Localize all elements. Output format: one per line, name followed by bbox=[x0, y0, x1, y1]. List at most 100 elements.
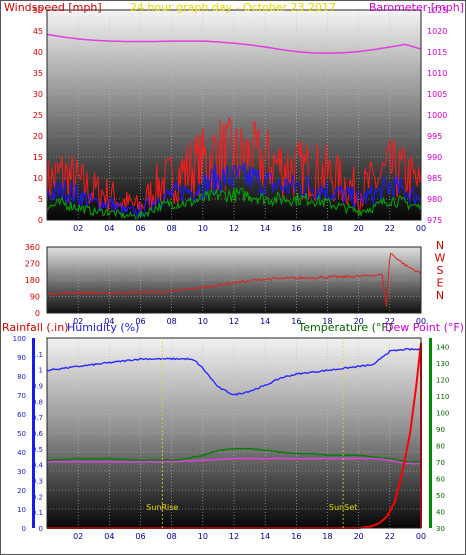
x-tick-label: 16 bbox=[291, 532, 301, 541]
rainfall-tick: 0.5 bbox=[32, 446, 43, 454]
rainfall-tick: 1.1 bbox=[32, 351, 43, 359]
compass-label: N bbox=[436, 289, 444, 302]
barometer-axis-title: Barometer [mph] bbox=[369, 1, 464, 14]
barometer-tick: 990 bbox=[427, 153, 442, 162]
series-rainfall bbox=[47, 342, 422, 529]
humidity-tick: 90 bbox=[17, 354, 26, 362]
humidity-tick: 70 bbox=[17, 392, 26, 400]
direction-x-tick-labels: 02 04 06 08 10 12 14 16 18 20 22 00 bbox=[73, 317, 426, 326]
sun-annotations: SunRise SunSet bbox=[146, 338, 357, 528]
series-humidity bbox=[46, 347, 422, 396]
series-wind-direction bbox=[46, 252, 422, 307]
x-tick-label: 06 bbox=[135, 317, 145, 326]
climate-plot-border bbox=[46, 337, 422, 529]
x-tick-label: 22 bbox=[385, 532, 395, 541]
x-tick-label: 18 bbox=[322, 224, 332, 233]
x-tick-label: 10 bbox=[198, 317, 208, 326]
barometer-tick: 980 bbox=[427, 195, 442, 204]
barometer-tick: 1005 bbox=[427, 90, 447, 99]
direction-degree-tick: 180 bbox=[25, 276, 40, 285]
series-windspeed-average bbox=[46, 162, 422, 218]
temperature-axis-title: Temperature (°F) bbox=[297, 321, 392, 334]
x-tick-label: 04 bbox=[104, 224, 114, 233]
windspeed-tick: 40 bbox=[33, 48, 43, 57]
temperature-tick: 120 bbox=[436, 376, 449, 384]
humidity-tick: 60 bbox=[17, 411, 26, 419]
x-tick-label: 20 bbox=[354, 532, 364, 541]
windspeed-tick: 35 bbox=[33, 69, 43, 78]
windspeed-axis-title: Windspeed [mph] bbox=[4, 1, 102, 14]
sun-annotation-label: SunRise bbox=[146, 503, 178, 512]
direction-degree-labels: 0 90 180 270 360 bbox=[25, 243, 40, 318]
direction-degree-tick: 90 bbox=[30, 293, 40, 302]
rainfall-tick: 0.6 bbox=[32, 430, 44, 438]
temperature-tick: 110 bbox=[436, 393, 449, 401]
windspeed-tick: 25 bbox=[33, 111, 43, 120]
x-tick-label: 12 bbox=[229, 317, 239, 326]
rainfall-axis-bar bbox=[32, 338, 35, 528]
humidity-tick: 20 bbox=[17, 487, 26, 495]
compass-label: W bbox=[435, 252, 446, 265]
wind-series bbox=[46, 33, 422, 220]
rainfall-axis-title: Rainfall (.in) bbox=[2, 321, 69, 334]
rainfall-tick: 0.4 bbox=[32, 462, 44, 470]
x-tick-label: 08 bbox=[167, 317, 177, 326]
windspeed-tick: 20 bbox=[33, 132, 43, 141]
windspeed-tick: 30 bbox=[33, 90, 43, 99]
windspeed-tick: 50 bbox=[33, 6, 43, 15]
x-tick-label: 08 bbox=[167, 532, 177, 541]
x-tick-label: 02 bbox=[73, 224, 83, 233]
barometer-tick: 1015 bbox=[427, 48, 447, 57]
temperature-tick: 60 bbox=[436, 475, 445, 483]
chart-title: 24 hour graph day - October 23 2017 bbox=[130, 1, 336, 14]
temperature-tick: 70 bbox=[436, 459, 445, 467]
direction-plot-border bbox=[46, 246, 422, 314]
humidity-tick-labels: 0 10 20 30 40 50 60 70 80 90 100 bbox=[13, 335, 26, 533]
compass-label: E bbox=[437, 277, 444, 290]
x-tick-label: 16 bbox=[291, 224, 301, 233]
humidity-tick: 0 bbox=[22, 525, 26, 533]
barometer-tick: 975 bbox=[427, 216, 442, 225]
direction-degree-tick: 0 bbox=[35, 309, 40, 318]
x-tick-label: 06 bbox=[135, 532, 145, 541]
x-tick-label: 08 bbox=[167, 224, 177, 233]
x-tick-label: 14 bbox=[260, 224, 270, 233]
x-tick-label: 02 bbox=[73, 317, 83, 326]
rainfall-tick: 0 bbox=[39, 525, 43, 533]
windspeed-tick: 15 bbox=[33, 153, 43, 162]
humidity-tick: 10 bbox=[17, 506, 26, 514]
rainfall-tick: 0.9 bbox=[32, 383, 43, 391]
windspeed-tick: 5 bbox=[38, 195, 43, 204]
x-tick-label: 00 bbox=[416, 532, 426, 541]
x-tick-label: 14 bbox=[260, 317, 270, 326]
compass-label: N bbox=[436, 239, 444, 252]
temperature-tick: 50 bbox=[436, 492, 445, 500]
x-tick-label: 00 bbox=[416, 317, 426, 326]
barometer-tick: 1025 bbox=[427, 6, 447, 15]
series-temperature bbox=[46, 447, 422, 463]
humidity-axis-title: Humidity (%) bbox=[67, 321, 139, 334]
barometer-tick: 995 bbox=[427, 132, 442, 141]
rainfall-tick: 0.2 bbox=[32, 493, 43, 501]
sun-annotation-label: SunSet bbox=[329, 503, 357, 512]
climate-series bbox=[46, 342, 422, 529]
wind-plot-border bbox=[46, 9, 422, 221]
humidity-tick: 30 bbox=[17, 468, 26, 476]
x-tick-label: 20 bbox=[354, 224, 364, 233]
rainfall-tick: 0.1 bbox=[32, 509, 43, 517]
series-barometer bbox=[46, 33, 422, 55]
x-tick-label: 04 bbox=[104, 317, 114, 326]
humidity-tick: 80 bbox=[17, 373, 26, 381]
direction-series bbox=[46, 252, 422, 307]
x-tick-label: 00 bbox=[416, 224, 426, 233]
wind-x-tick-labels: 02 04 06 08 10 12 14 16 18 20 22 00 bbox=[73, 224, 426, 233]
climate-x-tick-labels: 02 04 06 08 10 12 14 16 18 20 22 00 bbox=[73, 532, 426, 541]
windspeed-tick: 10 bbox=[33, 174, 43, 183]
temperature-tick: 30 bbox=[436, 525, 445, 533]
rainfall-tick: 0.7 bbox=[32, 414, 43, 422]
humidity-tick: 100 bbox=[13, 335, 26, 343]
x-tick-label: 10 bbox=[198, 224, 208, 233]
temperature-tick-labels: 30 40 50 60 70 80 90 100 110 120 130 140 bbox=[436, 343, 449, 533]
